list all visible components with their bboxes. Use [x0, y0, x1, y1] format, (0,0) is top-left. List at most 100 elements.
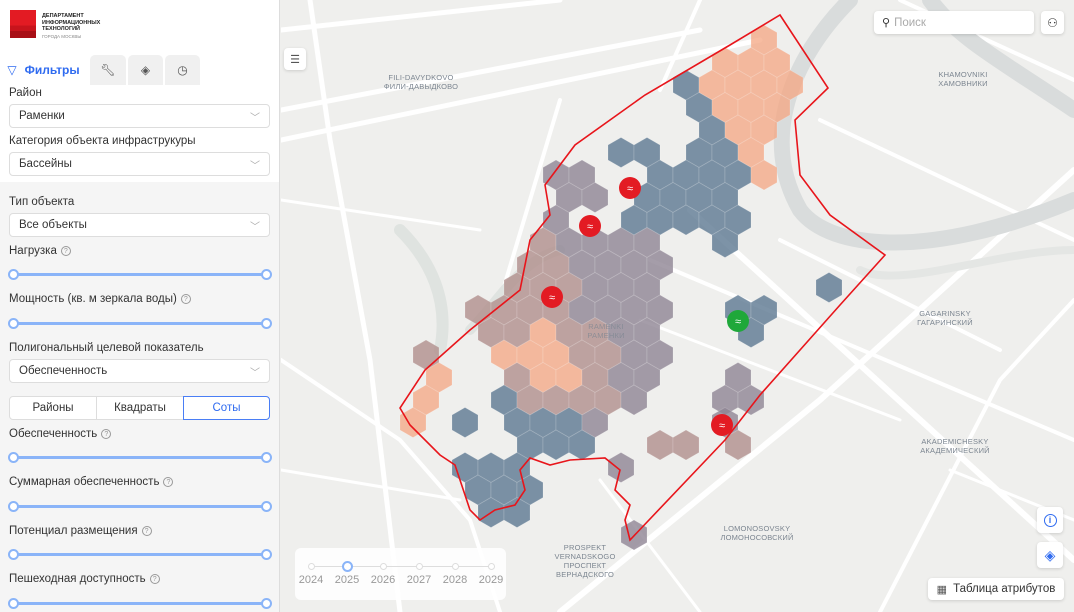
hex-cell[interactable]: [503, 496, 531, 529]
label-en: KHAMOVNIKI: [938, 70, 988, 79]
polygon-metric-value: Обеспеченность: [19, 365, 108, 377]
timeline-year[interactable]: 2025: [334, 574, 360, 586]
category-select[interactable]: Бассейны ﹀: [9, 152, 270, 176]
pool-marker[interactable]: ≈: [727, 310, 749, 332]
map-label-district: AKADEMICHESKY АКАДЕМИЧЕСКИЙ: [910, 437, 1000, 455]
label-text: Мощность (кв. м зеркала воды): [9, 293, 177, 305]
timeline-dot[interactable]: [308, 563, 315, 570]
hex-cell[interactable]: [451, 406, 479, 439]
help-icon[interactable]: ?: [60, 246, 71, 256]
timeline-track[interactable]: [311, 566, 491, 567]
hex-cell[interactable]: [581, 181, 609, 214]
hex-cell[interactable]: [711, 226, 739, 259]
pool-marker[interactable]: ≈: [579, 215, 601, 237]
help-icon[interactable]: ?: [141, 526, 152, 536]
info-button[interactable]: i: [1037, 507, 1063, 533]
hex-cell[interactable]: [750, 159, 778, 191]
hex-cell[interactable]: [620, 384, 648, 416]
slider-max-handle[interactable]: [261, 318, 272, 329]
polygon-metric-select[interactable]: Обеспеченность ﹀: [9, 359, 270, 383]
hex-cell[interactable]: [815, 271, 843, 304]
object-type-label: Тип объекта: [9, 196, 75, 208]
help-icon[interactable]: ?: [180, 294, 191, 304]
capacity-label: Мощность (кв. м зеркала воды)?: [9, 293, 191, 305]
hex-cell[interactable]: [672, 429, 700, 461]
pool-marker[interactable]: ≈: [711, 414, 733, 436]
tab-filters[interactable]: ▽ Фильтры: [0, 55, 87, 85]
info-icon: i: [1043, 513, 1057, 527]
search-icon: ⚲: [882, 17, 891, 29]
label-text: Обеспеченность: [9, 428, 98, 440]
hex-cell[interactable]: [724, 429, 752, 461]
label-text: Пешеходная доступность: [9, 573, 146, 585]
tab-label: Фильтры: [24, 63, 80, 77]
timeline-dot[interactable]: [380, 563, 387, 570]
timeline-year[interactable]: 2024: [298, 574, 324, 586]
grid-mode-districts[interactable]: Районы: [9, 396, 97, 420]
map-canvas[interactable]: ≈ ≈ ≈ ≈ ≈: [281, 0, 1074, 612]
pool-marker[interactable]: ≈: [541, 286, 563, 308]
slider-max-handle[interactable]: [261, 501, 272, 512]
label-text: Потенциал размещения: [9, 525, 138, 537]
dit-logo-icon: [10, 10, 36, 38]
provision-slider[interactable]: [8, 452, 272, 463]
capacity-slider[interactable]: [8, 318, 272, 329]
object-type-select[interactable]: Все объекты ﹀: [9, 213, 270, 237]
layers-button[interactable]: ◈: [1037, 542, 1063, 568]
slider-min-handle[interactable]: [8, 318, 19, 329]
search-input[interactable]: ⚲ Поиск: [874, 11, 1034, 34]
timeline-dot[interactable]: [452, 563, 459, 570]
slider-max-handle[interactable]: [261, 598, 272, 609]
timeline-year[interactable]: 2029: [478, 574, 504, 586]
walk-access-slider[interactable]: [8, 598, 272, 609]
user-button[interactable]: ⚇: [1041, 11, 1064, 34]
help-icon[interactable]: ?: [149, 574, 160, 584]
slider-max-handle[interactable]: [261, 549, 272, 560]
district-select[interactable]: Раменки ﹀: [9, 104, 270, 128]
timeline-dot[interactable]: [416, 563, 423, 570]
grid-mode-hexagons[interactable]: Соты: [183, 396, 270, 420]
timeline-year[interactable]: 2028: [442, 574, 468, 586]
tab-tools[interactable]: 🔧︎: [90, 55, 126, 85]
user-icon: ⚇: [1047, 15, 1058, 30]
timeline-dot[interactable]: [342, 561, 353, 572]
slider-min-handle[interactable]: [8, 269, 19, 280]
map-label-district: KHAMOVNIKI ХАМОВНИКИ: [923, 70, 1003, 88]
slider-min-handle[interactable]: [8, 598, 19, 609]
map[interactable]: ≈ ≈ ≈ ≈ ≈ FILI-DAVYDKOVO ФИЛИ-ДАВЫДКОВО KHAMO…: [281, 0, 1074, 612]
chevron-down-icon: ﹀: [250, 222, 260, 233]
slider-min-handle[interactable]: [8, 549, 19, 560]
hex-cell[interactable]: [737, 384, 765, 416]
provision-label: Обеспеченность?: [9, 428, 112, 440]
timeline-dot[interactable]: [488, 563, 495, 570]
total-provision-slider[interactable]: [8, 501, 272, 512]
pool-marker[interactable]: ≈: [619, 177, 641, 199]
legend-toggle-button[interactable]: ☰: [284, 48, 306, 70]
logo-text: ДЕПАРТАМЕНТ ИНФОРМАЦИОННЫХ ТЕХНОЛОГИЙ: [42, 13, 112, 33]
placement-potential-slider[interactable]: [8, 549, 272, 560]
swimmer-icon: ≈: [587, 221, 593, 233]
load-slider[interactable]: [8, 269, 272, 280]
swimmer-icon: ≈: [627, 183, 633, 195]
label-ru: АКАДЕМИЧЕСКИЙ: [920, 446, 990, 455]
slider-min-handle[interactable]: [8, 452, 19, 463]
label-ru: ГАГАРИНСКИЙ: [917, 318, 973, 327]
sidebar: ДЕПАРТАМЕНТ ИНФОРМАЦИОННЫХ ТЕХНОЛОГИЙ ГО…: [0, 0, 280, 612]
help-icon[interactable]: ?: [101, 429, 112, 439]
label-en: AKADEMICHESKY: [921, 437, 989, 446]
slider-max-handle[interactable]: [261, 269, 272, 280]
tab-history[interactable]: ◷: [165, 55, 200, 85]
sidebar-header: [0, 0, 279, 182]
tab-layers[interactable]: ◈: [128, 55, 163, 85]
help-icon[interactable]: ?: [163, 477, 174, 487]
logo-line: ТЕХНОЛОГИЙ: [42, 26, 80, 32]
attributes-table-button[interactable]: ▦ Таблица атрибутов: [928, 578, 1064, 600]
search-placeholder: Поиск: [894, 16, 926, 29]
timeline-year[interactable]: 2026: [370, 574, 396, 586]
hex-grid-layer: [399, 24, 843, 551]
timeline-year[interactable]: 2027: [406, 574, 432, 586]
hex-cell[interactable]: [399, 406, 427, 439]
grid-mode-squares[interactable]: Квадраты: [96, 396, 184, 420]
slider-min-handle[interactable]: [8, 501, 19, 512]
slider-max-handle[interactable]: [261, 452, 272, 463]
